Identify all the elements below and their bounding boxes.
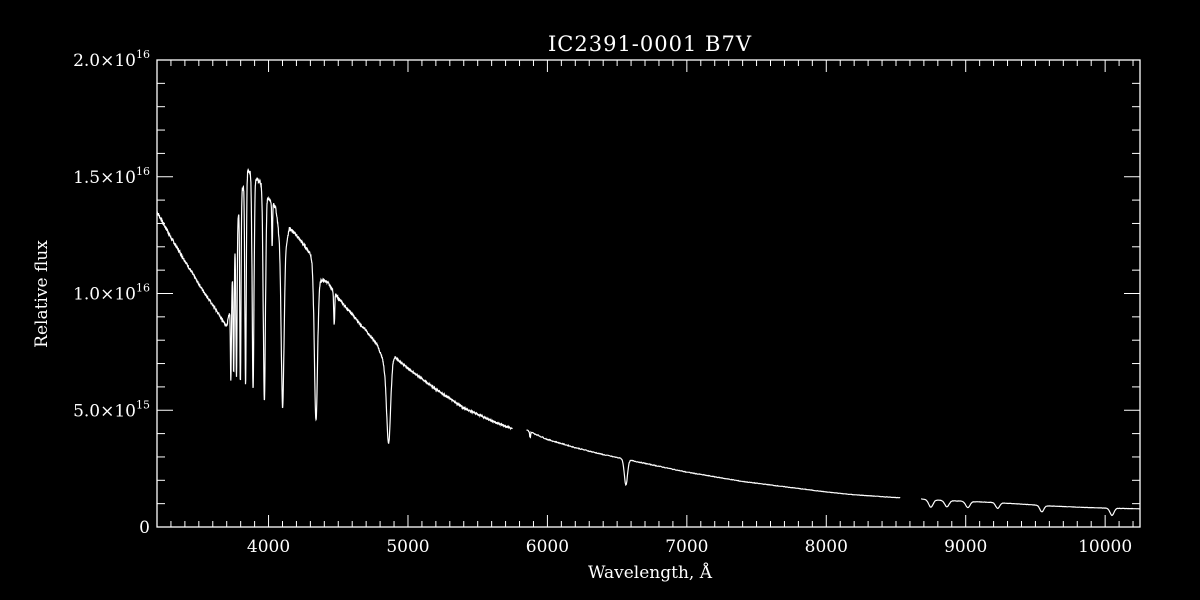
y-axis-label: Relative flux bbox=[32, 240, 52, 348]
spectrum-line-segment-2 bbox=[526, 429, 901, 499]
y-tick-label: 1.5×1016 bbox=[73, 165, 150, 188]
chart-title: IC2391-0001 B7V bbox=[548, 32, 752, 56]
x-tick-label: 5000 bbox=[386, 537, 429, 557]
axis-ticks bbox=[156, 59, 1140, 528]
x-tick-label: 4000 bbox=[247, 537, 290, 557]
y-tick-label: 2.0×1016 bbox=[73, 48, 150, 71]
x-tick-label: 10000 bbox=[1078, 537, 1132, 557]
x-tick-label: 6000 bbox=[526, 537, 569, 557]
tick-labels: 4000 5000 6000 7000 8000 9000 10000 0 5.0×1015 1.… bbox=[73, 48, 1132, 557]
x-tick-label: 7000 bbox=[665, 537, 708, 557]
plot-frame bbox=[156, 59, 1141, 528]
y-tick-label: 0 bbox=[139, 518, 150, 538]
spectrum-line-segment-3 bbox=[920, 498, 1140, 517]
y-tick-label: 5.0×1015 bbox=[73, 398, 150, 421]
x-tick-label: 8000 bbox=[805, 537, 848, 557]
flux-series bbox=[156, 167, 1140, 517]
x-tick-label: 9000 bbox=[944, 537, 987, 557]
spectrum-line-segment-1 bbox=[156, 167, 513, 444]
x-axis-label: Wavelength, Å bbox=[588, 562, 713, 583]
y-tick-label: 1.0×1016 bbox=[73, 282, 150, 305]
